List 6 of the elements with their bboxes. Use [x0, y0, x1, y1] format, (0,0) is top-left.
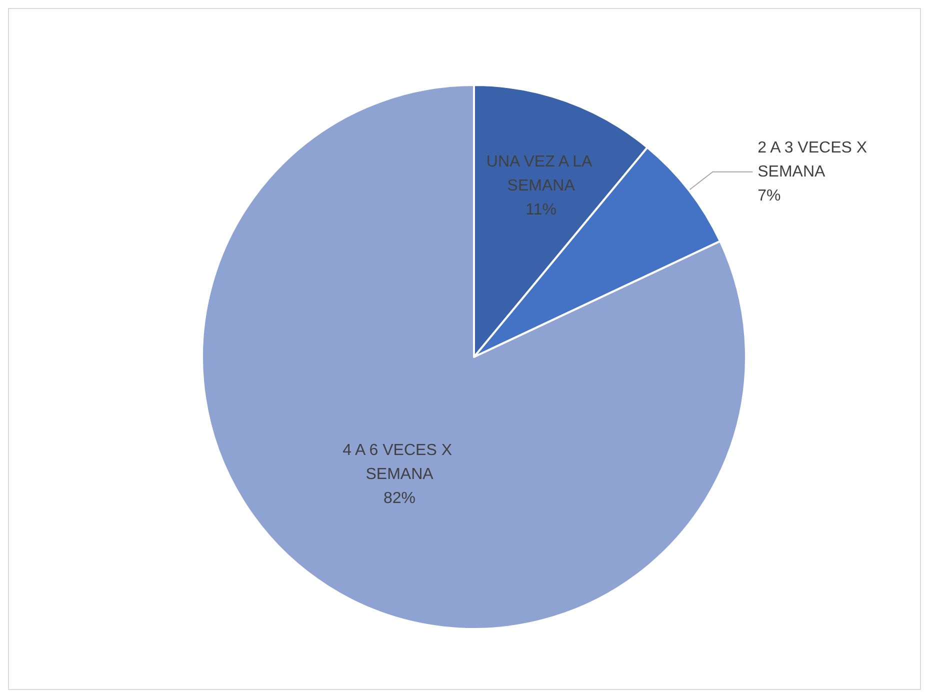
slice-label: 4 A 6 VECES X SEMANA [342, 442, 456, 483]
data-label: 82% [384, 490, 416, 507]
slice-label: UNA VEZ A LA SEMANA [486, 154, 596, 195]
data-label: 11% [526, 202, 557, 219]
data-label: 7% [758, 187, 781, 204]
slice-label: 2 A 3 VECES X SEMANA [758, 139, 872, 180]
